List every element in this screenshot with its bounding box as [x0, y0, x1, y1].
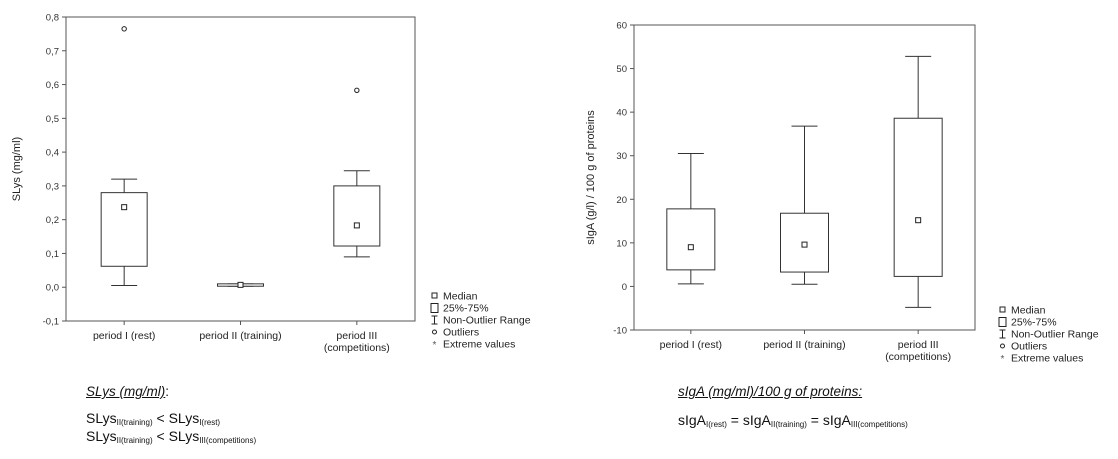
siga-legend-label: Outliers: [1011, 341, 1047, 353]
siga-median-marker: [915, 217, 922, 224]
slys-iqr-box: [333, 185, 381, 247]
slys-outlier-point: [121, 26, 127, 32]
slys-category-label: period I (rest): [93, 330, 155, 342]
term: SLys: [86, 428, 117, 444]
siga-ytick-label: 20: [616, 195, 627, 206]
term: SLys: [86, 410, 117, 426]
siga-ytick-label: 30: [616, 151, 627, 162]
slys-ytick-label: 0,0: [46, 283, 59, 294]
term: sIgA: [822, 412, 851, 428]
slys-legend-outlier-swatch: [432, 329, 437, 335]
siga-category-label: period III: [898, 339, 939, 351]
slys-caption-title: SLys (mg/ml):: [86, 384, 169, 399]
slys-ytick-label: 0,4: [46, 148, 59, 159]
slys-comparison-1: SLysII(training) < SLysI(rest): [86, 410, 220, 427]
slys-legend-label: Median: [443, 291, 478, 303]
slys-category-label: (competitions): [324, 342, 390, 354]
slys-legend-label: 25%-75%: [443, 303, 489, 315]
siga-ytick-label: -10: [613, 326, 627, 337]
siga-iqr-box: [666, 208, 716, 271]
slys-legend-label: Non-Outlier Range: [443, 315, 531, 327]
siga-legend-outlier-swatch: [1000, 343, 1005, 349]
slys-outlier-point: [354, 87, 360, 93]
slys-ytick-label: 0,5: [46, 114, 59, 125]
siga-category-label: period II (training): [763, 339, 845, 351]
operator: <: [152, 428, 169, 444]
siga-comparison: sIgAI(rest) = sIgAII(training) = sIgAIII…: [678, 412, 908, 429]
slys-caption-colon: :: [165, 384, 170, 399]
term-subscript: II(training): [116, 436, 153, 445]
term: SLys: [168, 410, 200, 426]
siga-iqr-box: [893, 117, 943, 277]
slys-ytick-label: 0,3: [46, 181, 59, 192]
siga-legend-label: Median: [1011, 305, 1046, 317]
slys-box-plot: -0,1 0,0 0,1 0,2 0,3 0,4 0,5 0,6 0,7 0,8 SLys (mg/…: [11, 13, 531, 355]
slys-ytick-label: -0,1: [43, 317, 59, 328]
slys-y-axis-label: SLys (mg/ml): [11, 137, 23, 201]
slys-plot-frame: [65, 16, 416, 322]
siga-ytick-label: 40: [616, 108, 627, 119]
siga-legend-label: 25%-75%: [1011, 317, 1057, 329]
term-subscript: II(training): [770, 420, 807, 429]
siga-ytick-label: 60: [616, 21, 627, 32]
slys-category-label: period III: [336, 330, 377, 342]
slys-legend-label: Outliers: [443, 327, 479, 339]
siga-caption-title: sIgA (mg/ml)/100 g of proteins:: [678, 384, 862, 399]
siga-median-marker: [801, 241, 808, 248]
slys-iqr-box: [100, 192, 148, 267]
slys-category-label: period II (training): [199, 330, 281, 342]
term: sIgA: [678, 412, 707, 428]
siga-ytick-label: 10: [616, 238, 627, 249]
term-subscript: III(competitions): [199, 436, 257, 445]
operator: =: [726, 412, 743, 428]
slys-ytick-label: 0,1: [46, 249, 59, 260]
term-subscript: II(training): [116, 418, 153, 427]
siga-legend-median-swatch: [999, 306, 1006, 313]
siga-category-label: (competitions): [885, 351, 951, 363]
siga-ytick-label: 50: [616, 64, 627, 75]
slys-comparison-2: SLysII(training) < SLysIII(competitions): [86, 428, 256, 445]
slys-ytick-label: 0,7: [46, 46, 59, 57]
siga-legend-label: Extreme values: [1011, 353, 1083, 365]
siga-category-label: period I (rest): [660, 339, 722, 351]
slys-legend-median-swatch: [431, 292, 438, 299]
operator: <: [152, 410, 169, 426]
term: sIgA: [742, 412, 771, 428]
siga-caption-title-text: sIgA (mg/ml)/100 g of proteins:: [678, 384, 863, 399]
siga-box-plot: -10 0 10 20 30 40 50 60 sIgA (g/l) / 100 g of pr…: [585, 21, 1099, 366]
slys-legend-label: Extreme values: [443, 339, 515, 351]
term-subscript: III(competitions): [850, 420, 908, 429]
siga-y-axis-label: sIgA (g/l) / 100 g of proteins: [585, 110, 597, 245]
operator: =: [806, 412, 823, 428]
siga-median-marker: [687, 244, 694, 251]
slys-caption-title-text: SLys (mg/ml): [86, 384, 166, 399]
siga-ytick-label: 0: [622, 282, 627, 293]
slys-ytick-label: 0,8: [46, 13, 59, 24]
term-subscript: I(rest): [199, 418, 221, 427]
slys-ytick-label: 0,6: [46, 80, 59, 91]
term: SLys: [168, 428, 200, 444]
slys-ytick-label: 0,2: [46, 215, 59, 226]
term-subscript: I(rest): [706, 420, 727, 429]
siga-legend-label: Non-Outlier Range: [1011, 329, 1099, 341]
slys-median-marker: [237, 281, 244, 288]
slys-median-marker: [353, 222, 360, 229]
siga-legend-box-swatch: [998, 317, 1007, 327]
slys-legend-box-swatch: [430, 303, 439, 313]
slys-median-marker: [121, 204, 128, 211]
slys-legend-extreme-swatch: *: [433, 340, 437, 351]
siga-legend-extreme-swatch: *: [1001, 354, 1005, 365]
